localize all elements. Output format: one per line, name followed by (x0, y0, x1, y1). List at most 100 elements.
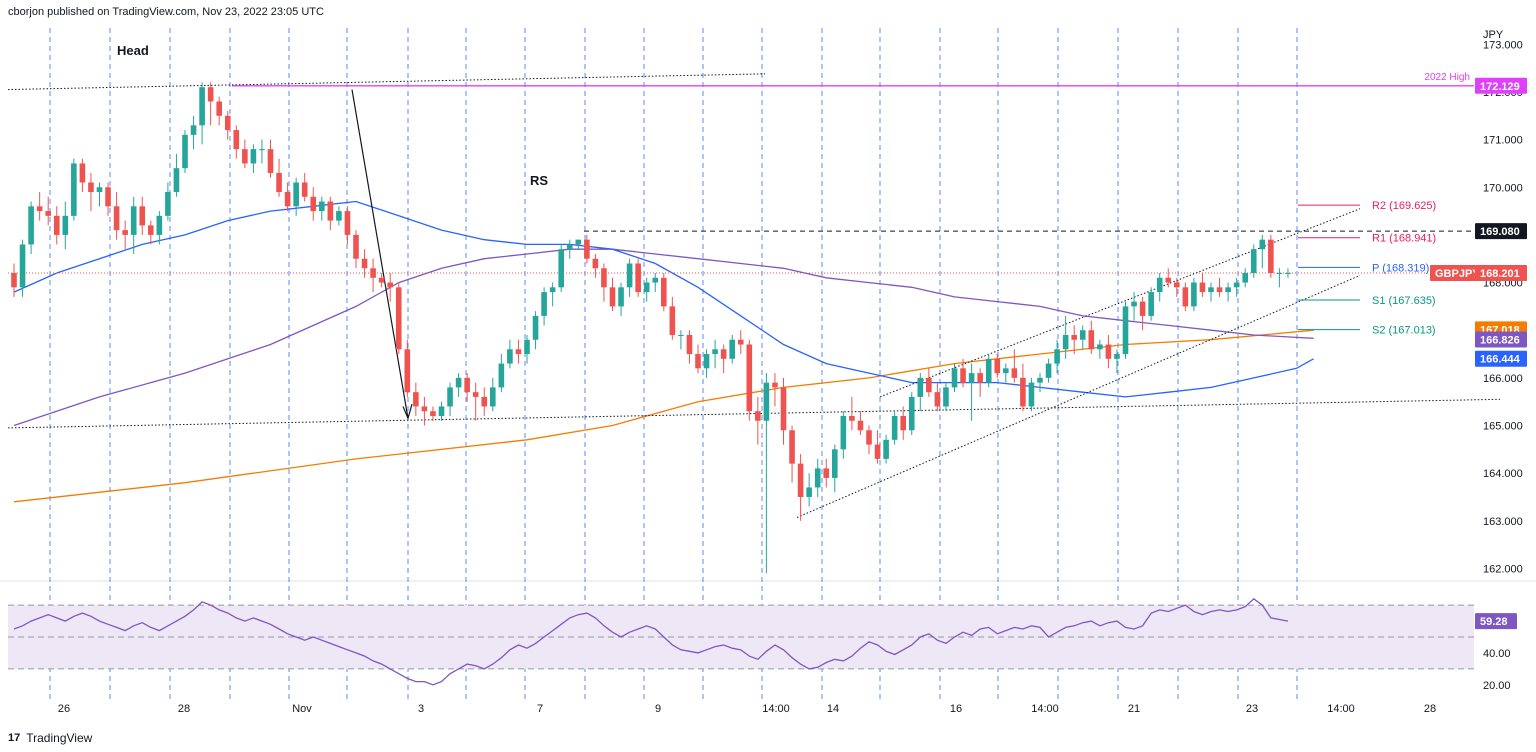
high-2022-label: 2022 High (1424, 72, 1470, 83)
x-tick-label: 14:00 (762, 703, 790, 715)
x-tick-label: 21 (1128, 703, 1140, 715)
candle-body (28, 206, 34, 245)
candle-body (566, 244, 573, 250)
x-tick-label: 7 (537, 703, 543, 715)
candle-body (507, 349, 513, 364)
candle-body (515, 349, 522, 355)
candle-body (250, 149, 257, 164)
candle-body (267, 149, 274, 173)
candle-body (797, 463, 804, 497)
projection-arrow-head (402, 403, 413, 421)
badge-last-price-text: 168.201 (1480, 268, 1520, 280)
candle-body (755, 411, 761, 421)
tradingview-brand[interactable]: TradingView (26, 731, 93, 745)
candle-body (1233, 282, 1240, 288)
x-tick-label: 26 (58, 703, 70, 715)
pivot-label-r1: R1 (168.941) (1372, 233, 1436, 245)
x-tick-label: 3 (418, 703, 424, 715)
candle-body (806, 487, 812, 497)
candle-body (994, 358, 1001, 374)
candle-body (53, 215, 60, 235)
candle-body (849, 415, 855, 421)
candle-body (327, 201, 334, 221)
badge-rsi: 59.28 (1475, 613, 1517, 630)
badge-ma-fast-bg (1475, 350, 1527, 367)
candle-body (695, 354, 701, 369)
candle-body (1114, 354, 1120, 359)
candle-body (336, 211, 342, 221)
candle-body (1071, 334, 1077, 340)
candle-body (532, 315, 539, 340)
badge-symbol-text: GBPJPY (1435, 268, 1480, 280)
trendline-neckline (7, 398, 1501, 429)
candle-body (301, 182, 308, 197)
candle-body (455, 377, 462, 388)
candle-body (1285, 273, 1291, 275)
candle-body (130, 206, 137, 235)
candle-body (105, 187, 111, 207)
trendline-top (7, 73, 766, 91)
candle-body (1250, 249, 1257, 274)
y-tick-label: 164.000 (1483, 468, 1523, 480)
candle-body (1225, 287, 1231, 293)
candle-body (276, 172, 282, 193)
candle-body (293, 182, 299, 207)
badge-rsi-bg (1475, 613, 1517, 630)
candle-body (284, 192, 291, 207)
rsi-line (13, 597, 1289, 686)
candle-body (840, 415, 847, 450)
y-tick-label: 173.000 (1483, 39, 1523, 51)
candle-body (541, 292, 547, 316)
candle-body (524, 339, 530, 355)
candle-body (207, 87, 214, 102)
candle-body (1105, 344, 1112, 359)
candle-body (233, 130, 240, 150)
x-tick-label: 28 (1424, 703, 1436, 715)
pivot-label-p: P (168.319) (1372, 262, 1429, 274)
candle-body (464, 377, 470, 393)
candle-body (883, 439, 889, 459)
candle-body (908, 396, 915, 431)
candle-body (1276, 273, 1283, 275)
candle-body (156, 215, 163, 235)
candle-body (1139, 301, 1146, 316)
candle-body (1148, 292, 1154, 316)
candle-body (498, 363, 505, 388)
candle-body (575, 239, 582, 245)
annotation-rs: RS (530, 173, 548, 188)
pivot-label-s1: S1 (167.635) (1372, 295, 1436, 307)
y-tick-label: 163.000 (1483, 516, 1523, 528)
candle-body (438, 406, 445, 416)
candle-body (224, 115, 231, 131)
candle-body (199, 87, 205, 126)
x-tick-label: 14 (827, 703, 839, 715)
candle-body (780, 387, 787, 431)
trendline-channel-lower (796, 274, 1361, 518)
candle-body (190, 125, 197, 135)
candle-body (1182, 287, 1189, 307)
candle-body (361, 258, 368, 269)
candle-body (609, 287, 616, 307)
candle-body (216, 101, 222, 116)
candle-body (712, 349, 718, 355)
candle-body (558, 249, 564, 288)
badge-last-price: 168.201 (1475, 264, 1527, 281)
badge-ma-mid-text: 166.826 (1480, 335, 1520, 347)
x-tick-label: 23 (1246, 703, 1258, 715)
badge-symbol: GBPJPY (1430, 264, 1480, 281)
candle-body (592, 258, 599, 269)
candle-body (1191, 282, 1197, 307)
tradingview-logo-icon[interactable]: 17 (8, 732, 21, 744)
candle-body (430, 411, 436, 416)
badge-2022-high-bg (1475, 77, 1527, 94)
candle-body (1199, 282, 1206, 293)
candle-body (1097, 344, 1103, 350)
candle-body (943, 387, 949, 407)
badge-ma-fast: 166.444 (1475, 350, 1527, 367)
candle-body (737, 339, 744, 345)
ma-mid-line (13, 248, 1314, 427)
footer: 17 TradingView (8, 728, 92, 748)
candle-body (421, 406, 428, 412)
badge-resistance-text: 169.080 (1480, 226, 1520, 238)
